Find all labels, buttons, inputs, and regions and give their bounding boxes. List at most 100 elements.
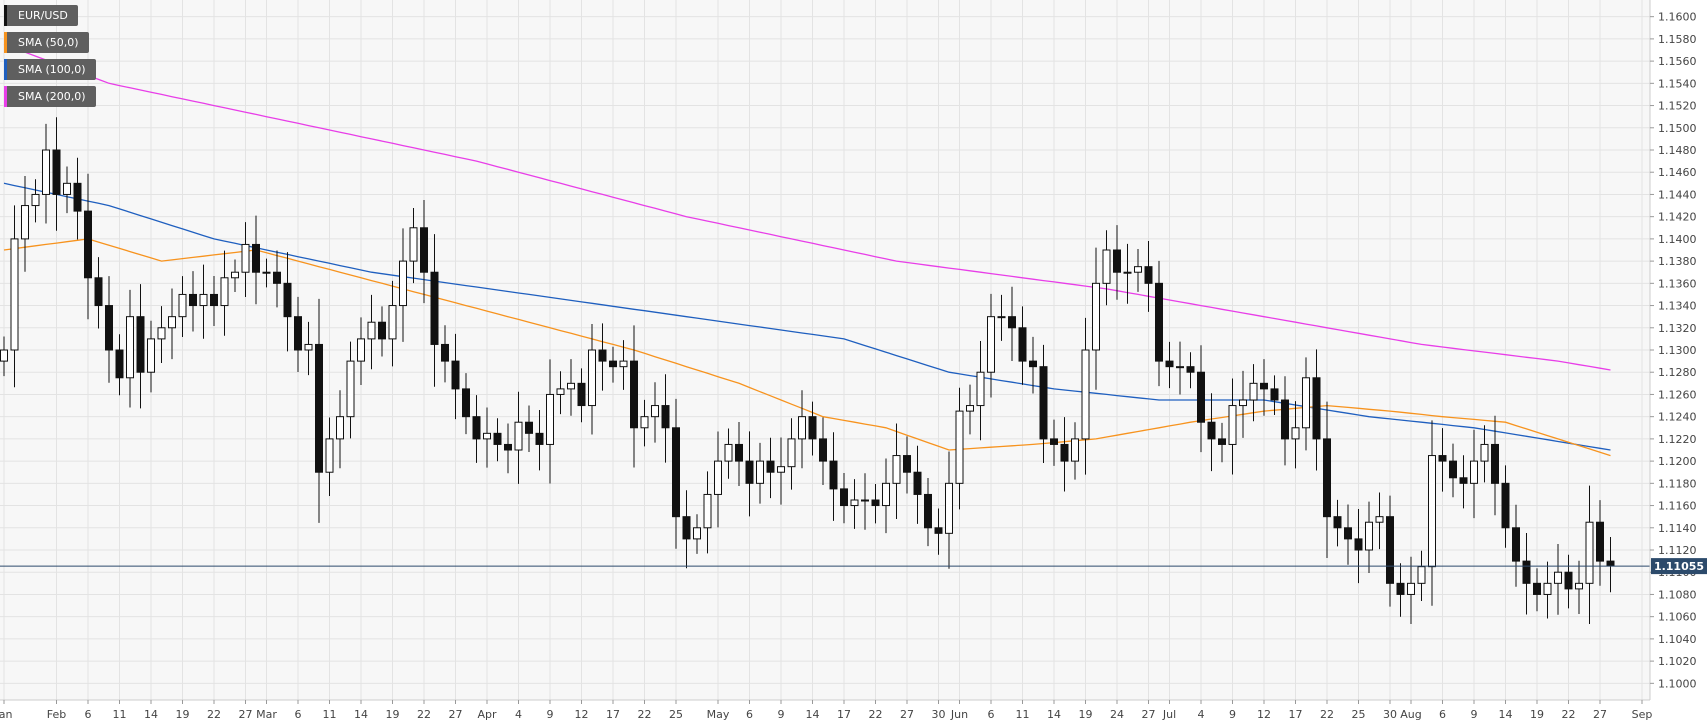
candle-body-bullish	[1302, 377, 1310, 429]
candle-body-bearish	[378, 321, 386, 340]
candle	[955, 387, 964, 510]
candle-body-bullish	[1228, 405, 1237, 445]
time-tick-label: Jul	[1162, 708, 1176, 721]
candle-body-bullish	[619, 360, 628, 368]
candle-body-bearish	[1438, 455, 1447, 462]
candle	[21, 175, 29, 272]
candle	[577, 368, 586, 423]
legend-swatch	[4, 86, 7, 107]
legend-item-sma-50[interactable]: SMA (50,0)	[4, 32, 89, 53]
candle-body-bullish	[168, 316, 176, 329]
candle-body-bearish	[682, 516, 691, 540]
price-tick-label: 1.1440	[1658, 188, 1697, 201]
candle	[357, 317, 365, 386]
time-tick-label: 4	[1198, 708, 1205, 721]
candle-body-bearish	[420, 227, 428, 273]
time-tick-label: 17	[1289, 708, 1303, 721]
price-tick-label: 1.1120	[1658, 544, 1697, 557]
price-tick-label: 1.1520	[1658, 100, 1697, 113]
price-tick-label: 1.1540	[1658, 77, 1697, 90]
candle-body-bullish	[556, 388, 565, 395]
time-tick-label: Feb	[47, 708, 66, 721]
candle-body-bearish	[630, 360, 638, 429]
candle	[84, 173, 92, 320]
candle-body-bullish	[1176, 366, 1184, 369]
legend-label: EUR/USD	[18, 9, 68, 22]
candle	[1249, 364, 1258, 422]
candle-body-bearish	[598, 349, 607, 362]
candle-body-bearish	[52, 149, 61, 195]
candle	[850, 479, 859, 529]
legend-swatch	[4, 32, 7, 53]
candle	[1270, 375, 1279, 415]
candle-body-bearish	[829, 460, 838, 490]
candle	[1501, 465, 1510, 548]
candle	[1428, 420, 1436, 606]
candle	[787, 418, 796, 490]
candle-body-bearish	[189, 293, 197, 307]
candle	[451, 333, 460, 420]
candle-body-bullish	[1480, 443, 1489, 462]
candle-body-bullish	[1291, 427, 1300, 440]
candle-body-bullish	[976, 371, 985, 407]
candle	[556, 371, 565, 415]
time-tick-label: 9	[1471, 708, 1478, 721]
candle-body-bullish	[1249, 382, 1258, 401]
candle	[346, 341, 355, 439]
time-tick-label: 27	[1142, 708, 1156, 721]
candle-body-bearish	[1596, 521, 1604, 562]
candle-body-bearish	[1197, 371, 1205, 423]
candle-body-bearish	[766, 460, 775, 473]
price-tick-label: 1.1600	[1658, 11, 1697, 24]
candle-body-bearish	[1207, 421, 1216, 440]
candle	[903, 436, 911, 494]
candle-body-bearish	[1564, 571, 1573, 590]
time-tick-label: 14	[1047, 708, 1061, 721]
candle-body-bearish	[745, 460, 754, 484]
candle-body-bearish	[1218, 438, 1226, 445]
candle-body-bullish	[367, 321, 376, 340]
candle-body-bearish	[1449, 460, 1457, 479]
price-tick-label: 1.1160	[1658, 500, 1697, 513]
price-tick-label: 1.1280	[1658, 366, 1697, 379]
candle	[252, 215, 260, 305]
candle	[735, 422, 743, 487]
candle	[157, 306, 166, 363]
candle-body-bearish	[1260, 382, 1268, 390]
candle	[1543, 561, 1552, 619]
candles	[0, 117, 1615, 625]
candle	[420, 199, 428, 304]
candle-body-bearish	[1333, 516, 1342, 529]
sma-50-line	[3, 238, 1611, 457]
candle	[115, 334, 124, 396]
candle-body-bullish	[1407, 582, 1415, 595]
time-tick-label: 22	[1320, 708, 1334, 721]
candle	[1449, 443, 1457, 498]
candle-body-bearish	[94, 277, 103, 307]
candle-body-bearish	[1512, 527, 1520, 562]
sma-200-line	[3, 43, 1611, 371]
candle-body-bearish	[903, 455, 911, 473]
candle	[1176, 341, 1184, 395]
legend-item-eurusd[interactable]: EUR/USD	[4, 5, 78, 26]
candle	[651, 382, 659, 443]
legend-item-sma-200[interactable]: SMA (200,0)	[4, 86, 96, 107]
candle	[483, 407, 491, 468]
candle	[220, 250, 229, 336]
candle	[987, 293, 995, 398]
price-tick-label: 1.1220	[1658, 433, 1697, 446]
candle-body-bullish	[126, 316, 134, 379]
candle	[441, 325, 449, 383]
time-tick-label: 11	[323, 708, 337, 721]
grid	[0, 0, 1650, 700]
time-tick-label: 17	[606, 708, 620, 721]
sma-50-layer	[3, 238, 1611, 457]
legend-item-sma-100[interactable]: SMA (100,0)	[4, 59, 96, 80]
candle	[693, 514, 701, 554]
sma-100-layer	[3, 182, 1611, 451]
candle	[609, 346, 617, 383]
candle-body-bullish	[10, 238, 19, 351]
price-tick-label: 1.1200	[1658, 455, 1697, 468]
candle	[525, 405, 533, 452]
time-tick-label: 14	[144, 708, 158, 721]
